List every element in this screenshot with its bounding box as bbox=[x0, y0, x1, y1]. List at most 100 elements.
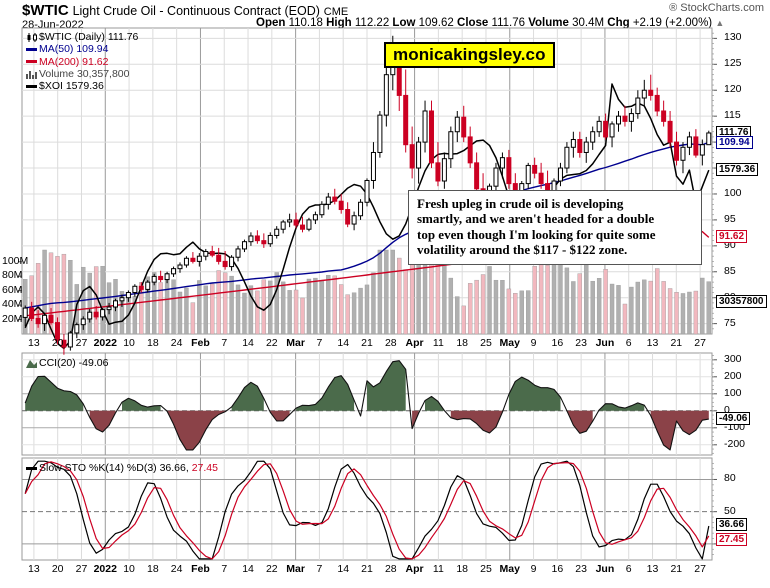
volume-bar bbox=[487, 266, 492, 335]
x-axis-label-price-0: 13 bbox=[28, 337, 40, 349]
x-axis-label-price-20: May bbox=[499, 337, 520, 349]
candlestick-series bbox=[22, 35, 712, 355]
line-swatch-icon bbox=[26, 80, 39, 92]
symbol-description: Light Crude Oil - Continuous Contract (E… bbox=[72, 4, 320, 18]
volume-bar bbox=[564, 267, 570, 335]
volume-bar bbox=[248, 285, 254, 335]
x-axis-label-price-2: 27 bbox=[75, 337, 88, 349]
volume-bar bbox=[577, 273, 583, 335]
volume-axis-tick-80M: 80M bbox=[2, 269, 23, 282]
volume-bar bbox=[590, 280, 595, 335]
cci-axis-tick-100: 100 bbox=[724, 386, 742, 399]
volume-bar bbox=[622, 303, 628, 335]
volume-bar bbox=[493, 279, 499, 335]
legend-label: 27.45 bbox=[191, 462, 218, 474]
candle-body bbox=[680, 146, 686, 161]
volume-bar bbox=[280, 281, 286, 335]
candle-body bbox=[564, 146, 570, 169]
cci-panel-legend: CCI(20) -49.06 bbox=[26, 357, 108, 369]
candle-body bbox=[641, 89, 647, 99]
cci-axis-tick-300: 300 bbox=[724, 352, 742, 365]
legend-row: $XOI 1579.36 bbox=[26, 80, 138, 92]
volume-bar bbox=[158, 282, 163, 335]
candle-body bbox=[454, 116, 460, 133]
volume-bar bbox=[235, 284, 241, 335]
candle-body bbox=[312, 214, 318, 221]
candle-body bbox=[61, 339, 67, 348]
line-swatch-icon bbox=[26, 43, 39, 55]
cci-fill-neg bbox=[89, 410, 709, 450]
volume-bar bbox=[171, 279, 176, 335]
legend-label: MA(50) 109.94 bbox=[39, 43, 109, 56]
candle-body bbox=[293, 219, 299, 226]
candle-body bbox=[557, 167, 563, 182]
candle-body bbox=[674, 141, 680, 161]
candle-body bbox=[358, 201, 364, 217]
x-axis-label-price-18: 18 bbox=[456, 337, 469, 349]
cci-fill-pos bbox=[25, 360, 645, 411]
candle-body bbox=[267, 234, 273, 245]
line-swatch-icon bbox=[26, 462, 39, 474]
volume-bar bbox=[455, 296, 460, 335]
volume-bar bbox=[229, 275, 234, 335]
volume-bar bbox=[397, 257, 402, 335]
candle-body bbox=[319, 203, 325, 216]
candle-body bbox=[332, 196, 338, 202]
legend-label: Slow STO %K(14) %D(3) 36.66, bbox=[39, 462, 189, 474]
candle-body bbox=[364, 179, 370, 203]
candle-body bbox=[300, 224, 306, 230]
x-axis-label-bottom-3: 2022 bbox=[93, 563, 117, 575]
candle-body bbox=[248, 235, 254, 243]
candle-body bbox=[280, 221, 286, 230]
x-axis-label-price-11: Mar bbox=[286, 337, 305, 349]
x-axis-label-price-14: 21 bbox=[361, 337, 373, 349]
candle-body bbox=[422, 110, 428, 143]
legend-row: Slow STO %K(14) %D(3) 36.66, 27.45 bbox=[26, 462, 218, 474]
x-axis-label-bottom-25: 6 bbox=[625, 563, 632, 575]
volume-bar bbox=[48, 252, 54, 335]
symbol-ticker: $WTIC bbox=[22, 2, 69, 19]
cci-line bbox=[24, 360, 709, 451]
x-axis-label-price-6: 24 bbox=[170, 337, 183, 349]
volume-bar bbox=[313, 277, 318, 335]
volume-bar bbox=[358, 287, 363, 335]
x-axis-label-bottom-19: 25 bbox=[480, 563, 492, 575]
volume-bar bbox=[467, 283, 473, 335]
volume-bar bbox=[609, 283, 615, 335]
price-axis-tick-115: 115 bbox=[724, 109, 741, 122]
volume-bar bbox=[680, 293, 686, 335]
x-axis-label-price-8: 7 bbox=[221, 337, 228, 349]
candle-body bbox=[570, 139, 576, 148]
volume-bar bbox=[700, 277, 705, 335]
volume-bar bbox=[648, 280, 653, 335]
x-axis-label-bottom-17: 11 bbox=[432, 563, 444, 575]
volume-bar bbox=[384, 249, 389, 335]
legend-row: $WTIC (Daily) 111.76 bbox=[26, 31, 138, 43]
candle-body bbox=[42, 314, 48, 325]
candle-body bbox=[35, 317, 41, 325]
x-axis-label-price-16: Apr bbox=[405, 337, 424, 349]
candle-body bbox=[467, 136, 473, 164]
volume-bar bbox=[461, 305, 466, 335]
price-axis-tick-130: 130 bbox=[724, 31, 742, 44]
volume-bar bbox=[500, 280, 505, 335]
candle-body bbox=[48, 314, 54, 324]
candle-body bbox=[583, 141, 589, 153]
x-axis-label-price-24: Jun bbox=[595, 337, 615, 349]
chg-value: +2.19 (+2.00%) bbox=[632, 17, 713, 29]
volume-bar bbox=[513, 293, 518, 335]
sto-d-line bbox=[24, 461, 710, 560]
candle-body bbox=[628, 113, 634, 122]
volume-bar bbox=[642, 279, 647, 335]
low-label: Low bbox=[392, 17, 416, 29]
x-axis-label-bottom-13: 14 bbox=[337, 563, 350, 575]
cci-axis-tick-200: 200 bbox=[724, 369, 742, 382]
volume-bar bbox=[635, 281, 641, 335]
candle-body bbox=[177, 264, 183, 270]
candle-body bbox=[648, 89, 654, 96]
xoi-value-tag: 1579.36 bbox=[716, 163, 759, 177]
candle-body bbox=[125, 292, 131, 299]
